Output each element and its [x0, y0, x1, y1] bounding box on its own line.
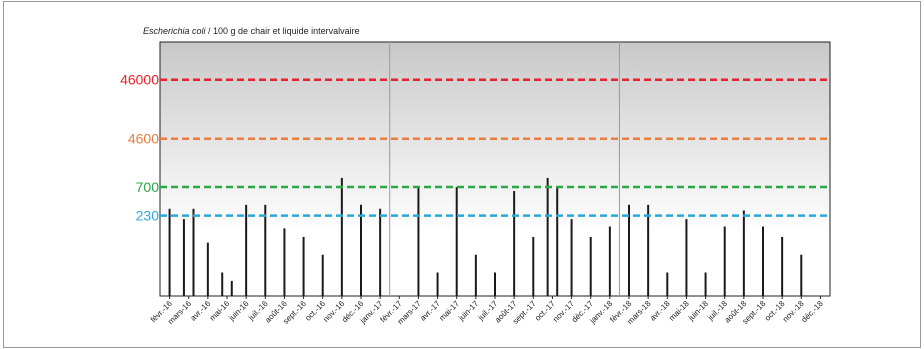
tick-label: mai-17: [437, 299, 461, 323]
tick-label: mai-18: [667, 299, 691, 323]
bars: [168, 177, 803, 296]
tick-label: juin-18: [686, 299, 710, 323]
tick-label: juin-17: [456, 299, 480, 323]
tick-label: déc.-18: [800, 299, 826, 325]
tick-label: juin-16: [227, 299, 251, 323]
threshold-lines: 46000 4600 700 230: [120, 72, 830, 224]
threshold-label: 700: [136, 179, 160, 195]
tick-label: avr.-17: [418, 299, 442, 323]
x-axis-ticks: févr.-16mars-16avr.-16mai-16juin-16juil.…: [149, 296, 825, 326]
tick-label: avr.-16: [189, 299, 213, 323]
tick-label: mai-16: [208, 299, 232, 323]
y-axis-label-species: Escherichia coli: [143, 26, 207, 36]
year-separators: [389, 42, 620, 296]
tick-label: avr.-18: [648, 299, 672, 323]
threshold-label: 230: [136, 208, 160, 224]
threshold-label: 46000: [120, 72, 159, 88]
y-axis-label: Escherichia coli / 100 g de chair et liq…: [143, 26, 360, 36]
threshold-label: 4600: [128, 131, 159, 147]
plot-area: [159, 41, 831, 297]
y-axis-label-unit: / 100 g de chair et liquide intervalvair…: [206, 26, 360, 36]
